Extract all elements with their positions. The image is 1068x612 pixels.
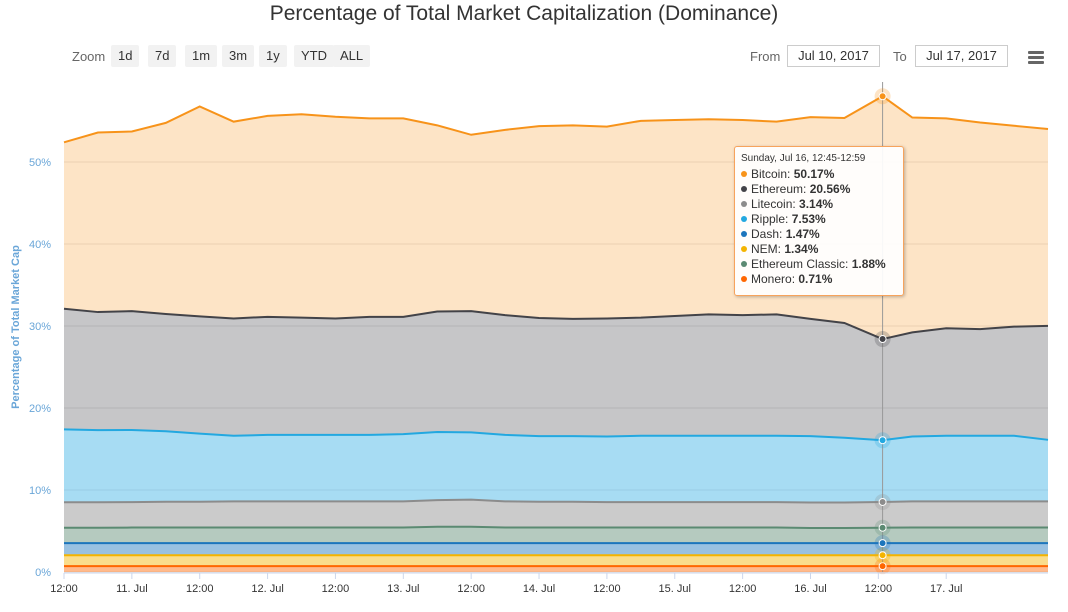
x-tick-label: 12:00 bbox=[457, 583, 485, 595]
tooltip-row: Bitcoin: 50.17% bbox=[741, 167, 897, 182]
x-tick-label: 16. Jul bbox=[794, 583, 826, 595]
hamburger-menu-icon[interactable] bbox=[1024, 46, 1048, 68]
ethereum-hover-marker bbox=[878, 335, 887, 344]
x-tick-label: 17. Jul bbox=[930, 583, 962, 595]
litecoin-line bbox=[64, 498, 1048, 504]
tooltip-row: Monero: 0.71% bbox=[741, 272, 897, 287]
x-tick-label: 13. Jul bbox=[387, 583, 419, 595]
chart-title: Percentage of Total Market Capitalizatio… bbox=[269, 2, 779, 25]
legend-dot-icon bbox=[741, 201, 747, 207]
from-label: From bbox=[750, 49, 781, 64]
y-axis-label: Percentage of Total Market Cap bbox=[10, 245, 22, 409]
tooltip-series-name: Monero: bbox=[751, 272, 799, 286]
tooltip-series-value: 50.17% bbox=[793, 167, 835, 181]
tooltip-series-value: 1.88% bbox=[851, 257, 886, 271]
bitcoin-hover-marker bbox=[878, 92, 887, 101]
ethereum-classic-area bbox=[64, 526, 1048, 544]
ripple-line bbox=[63, 428, 1049, 442]
zoom-3m-button[interactable]: 3m bbox=[222, 45, 255, 67]
legend-dot-icon bbox=[741, 276, 747, 282]
x-tick-label: 12:00 bbox=[729, 583, 757, 595]
tooltip-series-value: 20.56% bbox=[809, 182, 851, 196]
tooltip-series-value: 1.47% bbox=[785, 227, 820, 241]
legend-dot-icon bbox=[741, 216, 747, 222]
x-tick-label: 11. Jul bbox=[116, 583, 148, 595]
x-tick-label: 12. Jul bbox=[251, 583, 283, 595]
nem-hover-marker bbox=[878, 551, 887, 560]
tooltip-row: Dash: 1.47% bbox=[741, 227, 897, 242]
y-tick-label: 40% bbox=[29, 239, 51, 251]
legend-dot-icon bbox=[741, 246, 747, 252]
dash-area bbox=[64, 543, 1048, 556]
zoom-label: Zoom bbox=[72, 49, 106, 64]
y-tick-label: 0% bbox=[35, 567, 51, 579]
tooltip-series-name: Bitcoin: bbox=[751, 167, 794, 181]
zoom-all-button[interactable]: ALL bbox=[333, 45, 371, 67]
x-tick-label: 12:00 bbox=[593, 583, 621, 595]
nem-area bbox=[64, 555, 1048, 567]
tooltip-row: Ripple: 7.53% bbox=[741, 212, 897, 227]
to-label: To bbox=[893, 49, 907, 64]
tooltip-series-name: Litecoin: bbox=[751, 197, 800, 211]
y-tick-label: 30% bbox=[29, 321, 51, 333]
x-tick-label: 15. Jul bbox=[659, 583, 691, 595]
zoom-1y-button[interactable]: 1y bbox=[259, 45, 287, 67]
zoom-1d-button[interactable]: 1d bbox=[111, 45, 140, 67]
y-tick-label: 50% bbox=[29, 157, 51, 169]
x-tick-label: 12:00 bbox=[865, 583, 893, 595]
ethereum-classic-line bbox=[64, 525, 1048, 529]
y-tick-label: 20% bbox=[29, 403, 51, 415]
from-date-input[interactable]: Jul 10, 2017 bbox=[787, 45, 880, 67]
legend-dot-icon bbox=[741, 231, 747, 237]
ripple-area bbox=[64, 429, 1048, 503]
tooltip-row: Ethereum Classic: 1.88% bbox=[741, 257, 897, 272]
to-date-input[interactable]: Jul 17, 2017 bbox=[915, 45, 1008, 67]
tooltip-row: Litecoin: 3.14% bbox=[741, 197, 897, 212]
tooltip-series-value: 3.14% bbox=[799, 197, 834, 211]
tooltip: Sunday, Jul 16, 12:45-12:59 Bitcoin: 50.… bbox=[734, 146, 904, 296]
ethereum-line bbox=[63, 307, 1049, 341]
tooltip-header: Sunday, Jul 16, 12:45-12:59 bbox=[741, 153, 866, 164]
tooltip-series-value: 0.71% bbox=[798, 272, 833, 286]
zoom-7d-button[interactable]: 7d bbox=[148, 45, 177, 67]
legend-dot-icon bbox=[741, 171, 747, 177]
zoom-ytd-button[interactable]: YTD bbox=[294, 45, 334, 67]
tooltip-series-name: Ethereum Classic: bbox=[751, 257, 852, 271]
x-tick-label: 12:00 bbox=[50, 583, 78, 595]
litecoin-hover-marker bbox=[878, 497, 887, 506]
tooltip-series-name: Ripple: bbox=[751, 212, 792, 226]
tooltip-series-name: Ethereum: bbox=[751, 182, 810, 196]
zoom-1m-button[interactable]: 1m bbox=[185, 45, 218, 67]
tooltip-series-name: NEM: bbox=[751, 242, 785, 256]
ethereum-area bbox=[64, 308, 1048, 441]
x-tick-label: 12:00 bbox=[186, 583, 214, 595]
tooltip-series-name: Dash: bbox=[751, 227, 786, 241]
ripple-hover-marker bbox=[878, 436, 887, 445]
y-tick-label: 10% bbox=[29, 485, 51, 497]
tooltip-series-value: 7.53% bbox=[791, 212, 826, 226]
monero-hover-marker bbox=[878, 562, 887, 571]
legend-dot-icon bbox=[741, 261, 747, 267]
legend-dot-icon bbox=[741, 186, 747, 192]
litecoin-area bbox=[64, 499, 1048, 528]
bitcoin-line bbox=[63, 95, 1049, 144]
tooltip-row: NEM: 1.34% bbox=[741, 242, 897, 257]
tooltip-series-value: 1.34% bbox=[784, 242, 819, 256]
tooltip-row: Ethereum: 20.56% bbox=[741, 182, 897, 197]
x-tick-label: 14. Jul bbox=[523, 583, 555, 595]
dash-hover-marker bbox=[878, 539, 887, 548]
monero-area bbox=[64, 566, 1048, 572]
ethereum-classic-hover-marker bbox=[878, 523, 887, 532]
x-tick-label: 12:00 bbox=[322, 583, 350, 595]
